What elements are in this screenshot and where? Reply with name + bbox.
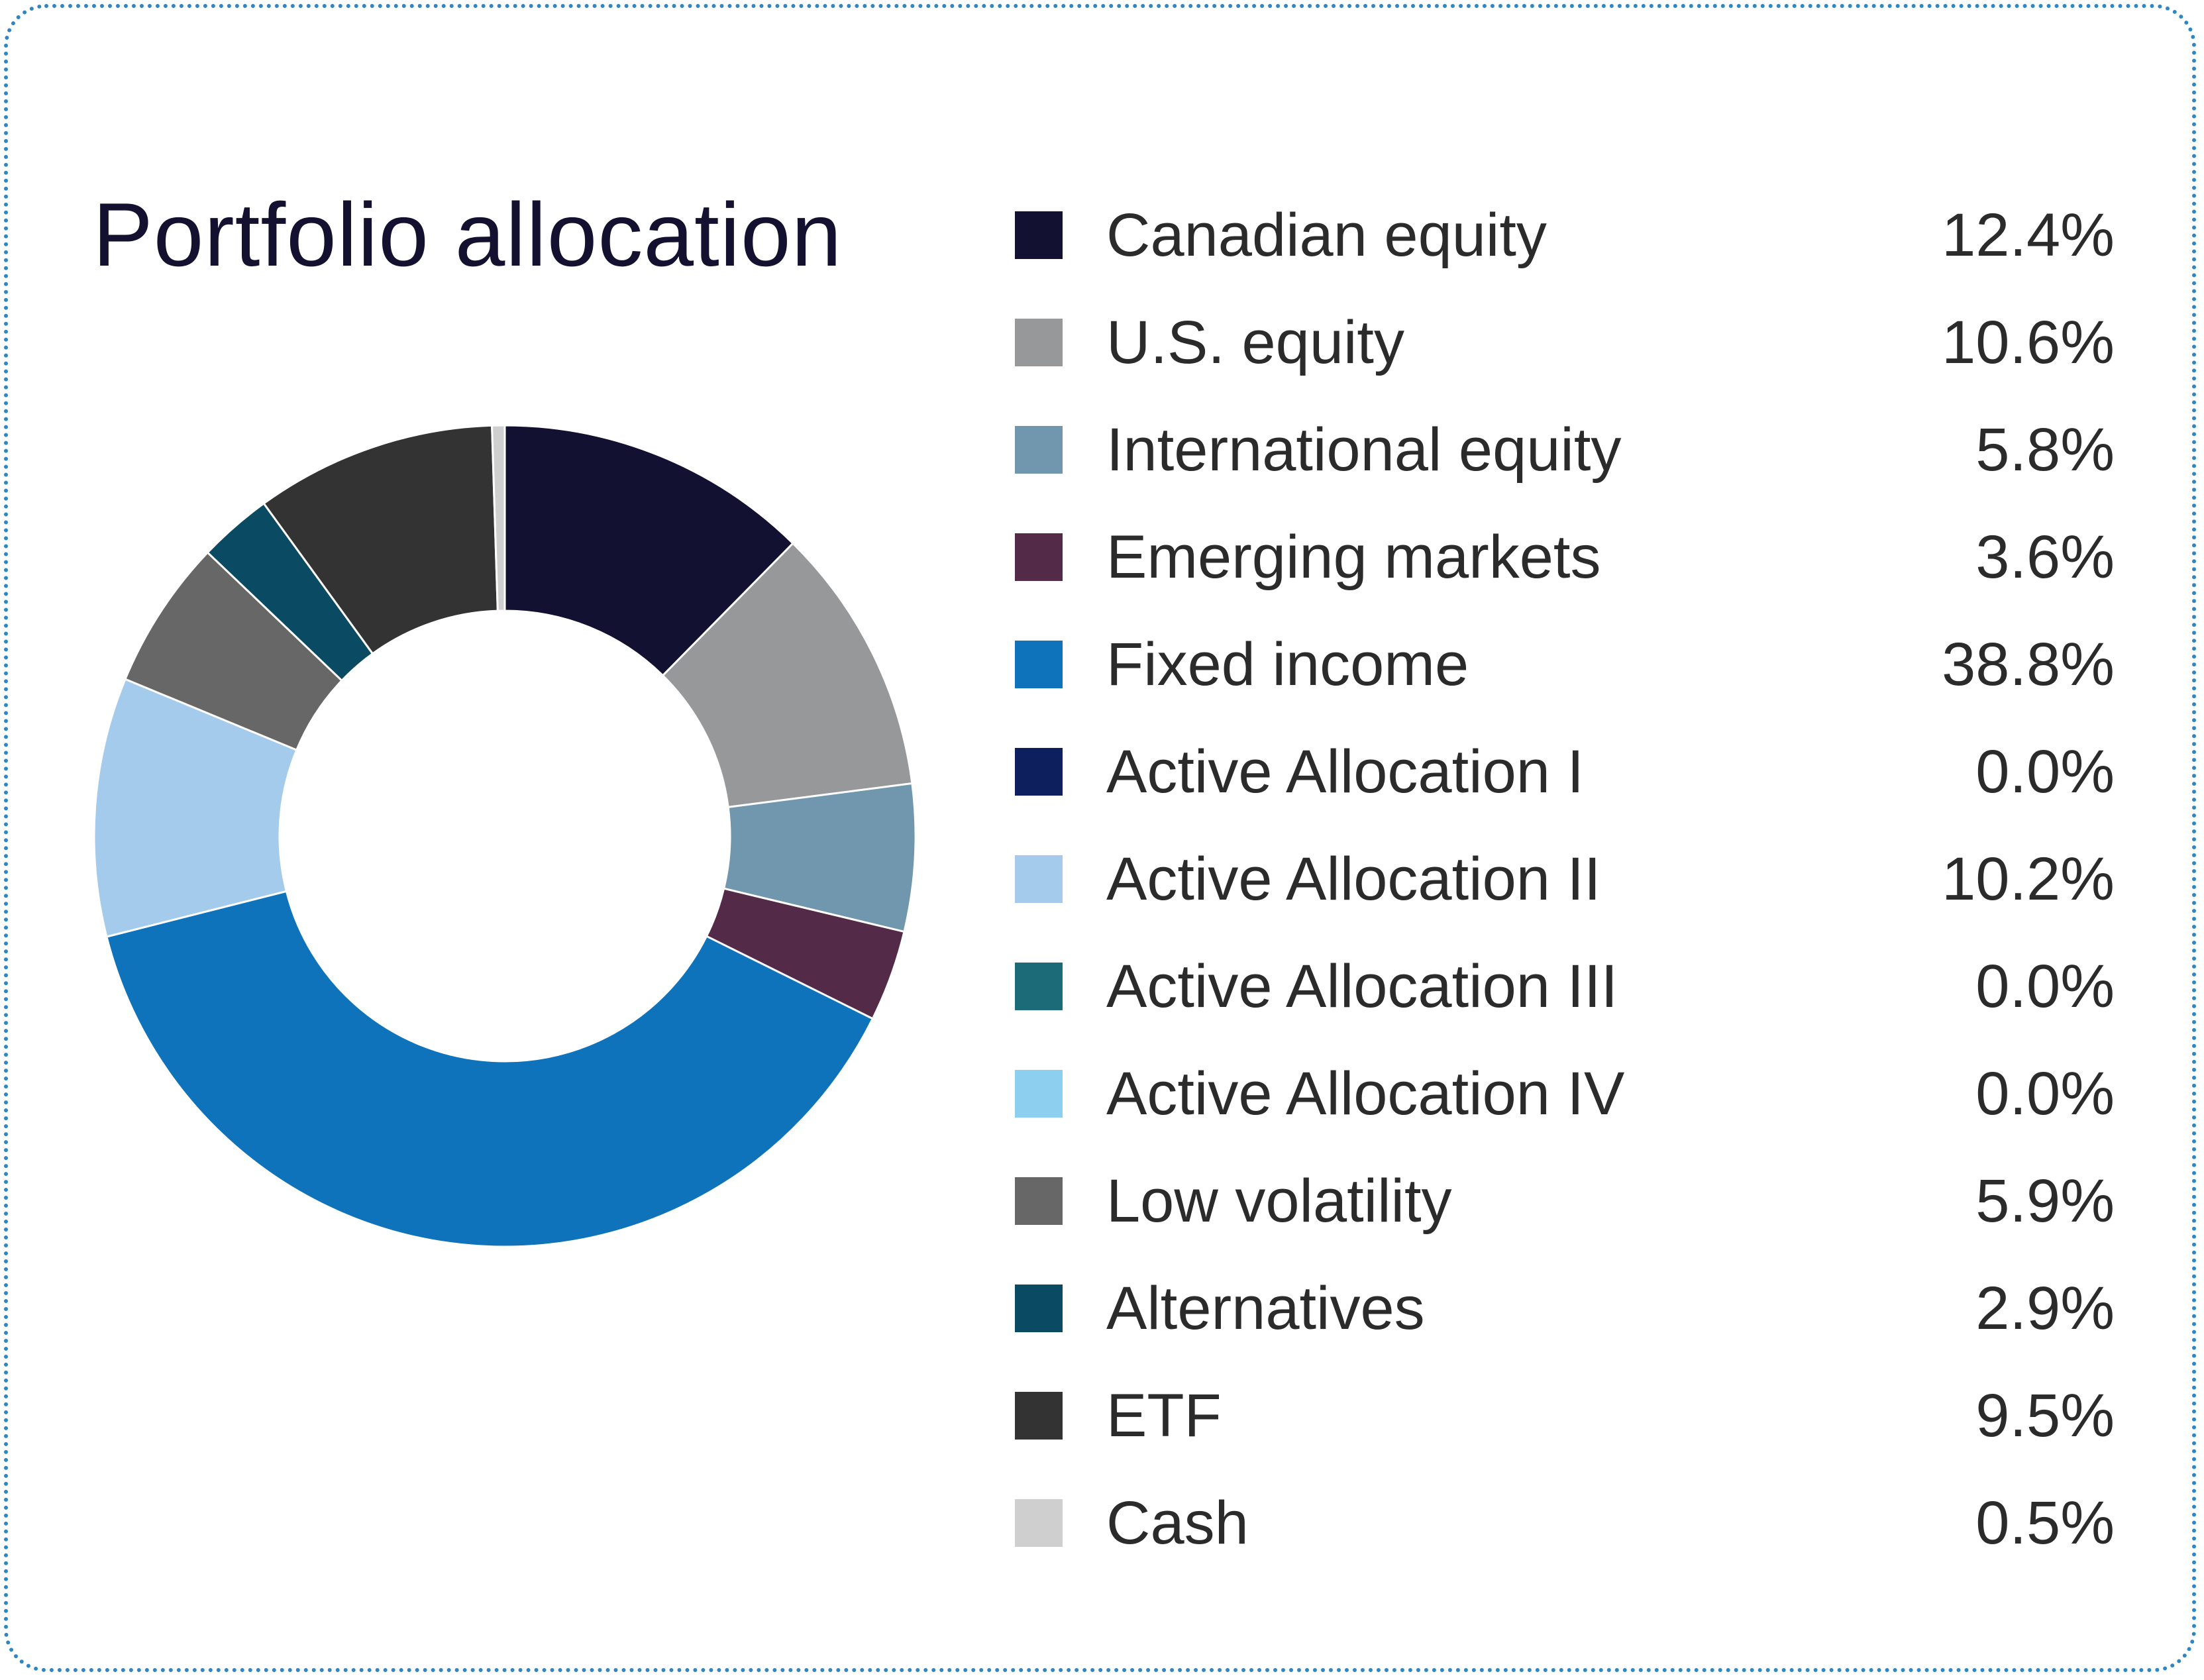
legend-value: 12.4% <box>1942 201 2115 269</box>
legend-swatch <box>1015 1285 1063 1332</box>
donut-slices <box>93 424 917 1248</box>
legend-item-active-allocation-i: Active Allocation I 0.0% <box>1015 718 2115 825</box>
legend-label: Active Allocation III <box>1106 952 1618 1020</box>
legend-value: 3.6% <box>1975 523 2115 591</box>
legend-item-alternatives: Alternatives 2.9% <box>1015 1255 2115 1362</box>
legend-label: Fixed income <box>1106 630 1469 698</box>
donut-slice-fixed-income <box>105 890 874 1248</box>
legend-label: Low volatility <box>1106 1167 1452 1235</box>
legend-item-active-allocation-iii: Active Allocation III 0.0% <box>1015 933 2115 1040</box>
legend-label: Active Allocation I <box>1106 737 1585 806</box>
legend-value: 5.9% <box>1975 1167 2115 1235</box>
legend-label: Active Allocation II <box>1106 845 1601 913</box>
legend-swatch <box>1015 1499 1063 1547</box>
legend-value: 9.5% <box>1975 1381 2115 1449</box>
legend-value: 0.0% <box>1975 737 2115 806</box>
legend-swatch <box>1015 748 1063 796</box>
legend: Canadian equity 12.4% U.S. equity 10.6% Inte… <box>1015 182 2115 1577</box>
legend-value: 2.9% <box>1975 1274 2115 1342</box>
legend-item-cash: Cash 0.5% <box>1015 1469 2115 1577</box>
donut-slice-u-s-equity <box>661 542 914 809</box>
legend-item-fixed-income: Fixed income 38.8% <box>1015 611 2115 718</box>
legend-value: 5.8% <box>1975 415 2115 484</box>
legend-item-emerging-markets: Emerging markets 3.6% <box>1015 503 2115 611</box>
legend-label: Emerging markets <box>1106 523 1601 591</box>
legend-label: International equity <box>1106 415 1622 484</box>
legend-swatch <box>1015 533 1063 581</box>
legend-swatch <box>1015 319 1063 366</box>
legend-value: 0.0% <box>1975 1059 2115 1128</box>
legend-item-etf: ETF 9.5% <box>1015 1362 2115 1469</box>
legend-swatch <box>1015 426 1063 474</box>
legend-label: Alternatives <box>1106 1274 1425 1342</box>
legend-item-low-volatility: Low volatility 5.9% <box>1015 1147 2115 1255</box>
donut-slice-canadian-equity <box>503 424 795 677</box>
legend-value: 38.8% <box>1942 630 2115 698</box>
legend-swatch <box>1015 1070 1063 1118</box>
legend-value: 0.5% <box>1975 1489 2115 1557</box>
allocation-card: Portfolio allocation Canadian equity 12.4… <box>4 4 2196 1672</box>
legend-label: Cash <box>1106 1489 1249 1557</box>
legend-swatch <box>1015 1177 1063 1225</box>
donut-chart <box>93 424 917 1248</box>
legend-swatch <box>1015 211 1063 259</box>
legend-label: Canadian equity <box>1106 201 1547 269</box>
legend-swatch <box>1015 963 1063 1010</box>
donut-slice-active-allocation-ii <box>93 678 298 938</box>
legend-item-international-equity: International equity 5.8% <box>1015 396 2115 503</box>
legend-value: 10.2% <box>1942 845 2115 913</box>
legend-value: 10.6% <box>1942 308 2115 376</box>
legend-swatch <box>1015 641 1063 688</box>
legend-swatch <box>1015 855 1063 903</box>
legend-swatch <box>1015 1392 1063 1440</box>
legend-label: Active Allocation IV <box>1106 1059 1625 1128</box>
legend-item-u-s-equity: U.S. equity 10.6% <box>1015 289 2115 396</box>
donut-slice-cash <box>491 424 506 612</box>
legend-item-active-allocation-ii: Active Allocation II 10.2% <box>1015 825 2115 933</box>
legend-label: U.S. equity <box>1106 308 1404 376</box>
chart-title: Portfolio allocation <box>93 184 843 285</box>
legend-item-canadian-equity: Canadian equity 12.4% <box>1015 182 2115 289</box>
legend-label: ETF <box>1106 1381 1222 1449</box>
legend-item-active-allocation-iv: Active Allocation IV 0.0% <box>1015 1040 2115 1147</box>
legend-value: 0.0% <box>1975 952 2115 1020</box>
